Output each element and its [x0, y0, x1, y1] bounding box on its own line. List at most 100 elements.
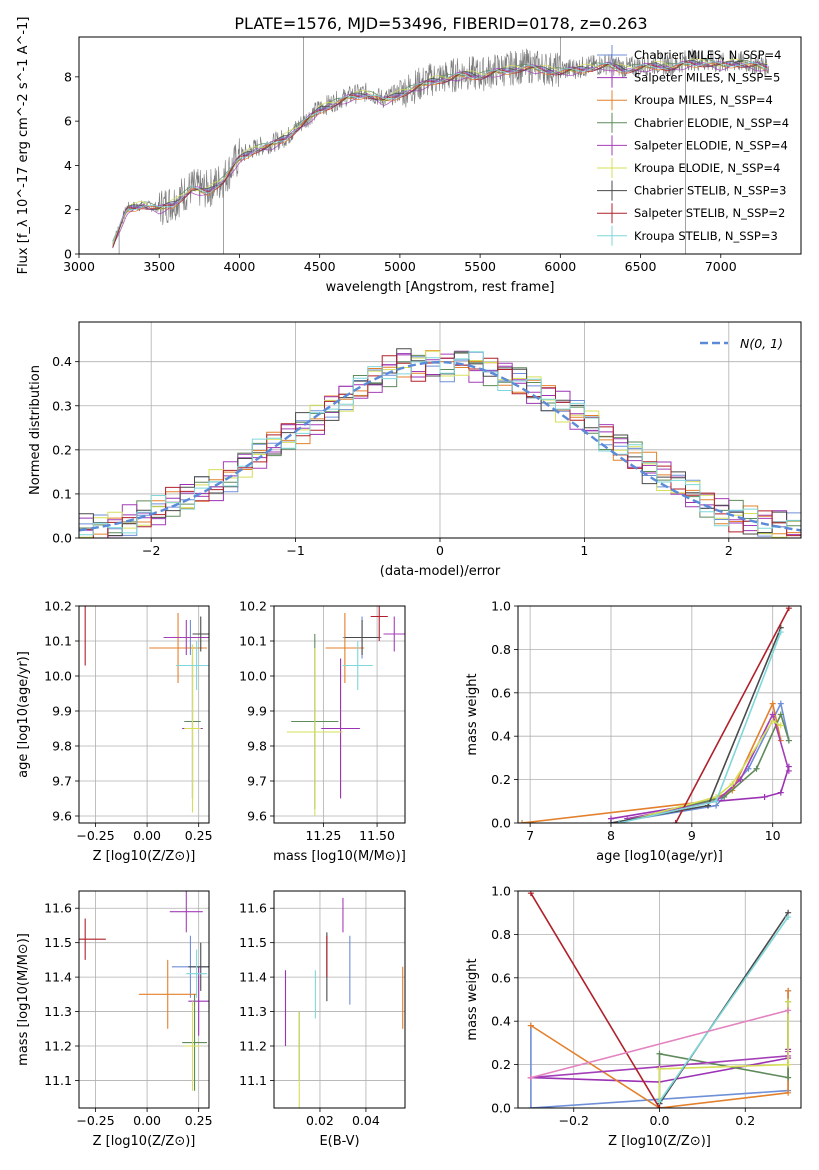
- panel-mass_vs_ebv: 0.02 0.04 11.1 11.2 11.3 11.4 11.5 11.6 E(B-V): [239, 890, 406, 1149]
- massweight-line: [658, 916, 789, 1102]
- x-tick-label: 8: [607, 828, 615, 843]
- y-tick-label: 11.5: [239, 935, 267, 950]
- x-tick-label: 6000: [544, 259, 576, 274]
- massweight-marker: [777, 789, 784, 796]
- x-tick-label: −1: [286, 543, 304, 558]
- x-tick-label: 0.25: [185, 828, 213, 843]
- x-tick-label: 5000: [384, 259, 416, 274]
- massweight-marker: [777, 629, 784, 636]
- y-tick-label: 0.0: [491, 816, 511, 831]
- x-axis-label: age [log10(age/yr)]: [596, 849, 723, 864]
- x-tick-label: −0.25: [76, 1113, 114, 1128]
- x-tick-label: 4500: [304, 259, 336, 274]
- y-tick-label: 10.0: [44, 669, 72, 684]
- x-tick-label: 3500: [143, 259, 175, 274]
- y-tick-label: 11.5: [44, 935, 72, 950]
- y-tick-label: 6: [64, 114, 72, 129]
- spectrum-model-line: [112, 61, 768, 248]
- massweight-marker: [607, 820, 614, 823]
- x-tick-label: 0.00: [133, 828, 161, 843]
- legend-label: Chabrier MILES, N_SSP=4: [634, 48, 781, 62]
- legend-label: Salpeter MILES, N_SSP=5: [634, 71, 780, 85]
- plot-area: [519, 606, 792, 823]
- massweight-marker: [656, 1065, 663, 1072]
- y-tick-label: 4: [64, 158, 72, 173]
- y-tick-label: 0.2: [491, 1057, 511, 1072]
- y-tick-label: 0.4: [491, 1014, 511, 1029]
- y-tick-label: 9.7: [52, 774, 72, 789]
- panel-age_vs_Z: −0.25 0.00 0.25 9.6 9.7 9.8 9.9 10.0 10.1 10.2 Z […: [16, 599, 213, 865]
- y-tick-label: 0.4: [52, 354, 72, 369]
- x-tick-label: 11.50: [359, 828, 395, 843]
- y-axis-label: age [log10(age/yr)]: [16, 651, 31, 778]
- x-tick-label: −0.2: [559, 1113, 589, 1128]
- x-tick-label: 0: [436, 543, 444, 558]
- x-axis-label: Z [log10(Z/Z⊙)]: [608, 1134, 711, 1149]
- panel-massweight_vs_Z: −0.2 0.0 0.2 0.0 0.2 0.4 0.6 0.8 1.0 Z [log10(Z/Z…: [465, 884, 802, 1149]
- axes-frame: [78, 36, 802, 255]
- figure-title: PLATE=1576, MJD=53496, FIBERID=0178, z=0…: [234, 14, 647, 33]
- x-axis-label: Z [log10(Z/Z⊙)]: [93, 1134, 196, 1149]
- massweight-marker: [519, 820, 526, 823]
- x-tick-label: 5500: [464, 259, 496, 274]
- panel-massweight_vs_age: 7 8 9 10 0.0 0.2 0.4 0.6 0.8 1.0 age [log10(age/yr…: [465, 599, 802, 864]
- y-tick-label: 0.0: [52, 531, 72, 546]
- x-tick-label: −2: [142, 543, 160, 558]
- axes-frame: [273, 605, 406, 824]
- x-tick-label: 2: [725, 543, 733, 558]
- y-tick-label: 0.2: [52, 442, 72, 457]
- y-tick-label: 1.0: [491, 884, 511, 899]
- massweight-marker: [656, 1050, 663, 1057]
- legend-label: Salpeter STELIB, N_SSP=2: [634, 206, 785, 220]
- legend-label: Kroupa MILES, N_SSP=4: [634, 93, 773, 107]
- y-tick-label: 11.4: [44, 970, 72, 985]
- x-axis-label: wavelength [Angstrom, rest frame]: [326, 280, 555, 295]
- legend-label: Chabrier ELODIE, N_SSP=4: [634, 116, 789, 130]
- y-tick-label: 10.2: [239, 599, 267, 614]
- panel-mass_vs_Z: −0.25 0.00 0.25 11.1 11.2 11.3 11.4 11.5 11.6 Z […: [16, 890, 213, 1149]
- massweight-line: [610, 766, 790, 820]
- y-tick-label: 0.6: [491, 970, 511, 985]
- axes-frame: [517, 605, 802, 824]
- plot-area: [112, 37, 770, 254]
- residual-histogram: [79, 348, 801, 536]
- axes-frame: [78, 605, 210, 824]
- x-tick-label: 7000: [705, 259, 737, 274]
- massweight-marker: [777, 722, 784, 729]
- massweight-marker: [785, 914, 792, 921]
- plot-area: [286, 606, 405, 816]
- y-tick-label: 0.3: [52, 398, 72, 413]
- massweight-marker: [785, 987, 792, 994]
- x-tick-label: 9: [688, 828, 696, 843]
- massweight-marker: [527, 1074, 534, 1081]
- normal-curve: [79, 360, 801, 532]
- massweight-marker: [656, 1105, 663, 1108]
- y-tick-label: 1.0: [491, 599, 511, 614]
- y-tick-label: 10.0: [239, 669, 267, 684]
- massweight-line: [530, 1009, 789, 1079]
- x-tick-label: 7: [526, 828, 534, 843]
- y-tick-label: 11.6: [239, 901, 267, 916]
- spectrum-model-line: [112, 58, 768, 246]
- legend-label: Kroupa ELODIE, N_SSP=4: [634, 161, 780, 175]
- y-tick-label: 2: [64, 202, 72, 217]
- y-tick-label: 11.3: [239, 1004, 267, 1019]
- x-tick-label: 0.0: [650, 1113, 670, 1128]
- y-axis-label: mass weight: [465, 673, 480, 755]
- y-tick-label: 0.4: [491, 729, 511, 744]
- x-tick-label: 4000: [224, 259, 256, 274]
- y-tick-label: 10.1: [239, 634, 267, 649]
- massweight-marker: [729, 780, 736, 787]
- x-tick-label: 0.2: [735, 1113, 755, 1128]
- y-tick-label: 8: [64, 69, 72, 84]
- y-tick-label: 0.8: [491, 642, 511, 657]
- massweight-marker: [785, 1089, 792, 1096]
- massweight-marker: [777, 711, 784, 718]
- massweight-marker: [527, 1022, 534, 1029]
- massweight-line: [618, 631, 782, 823]
- y-tick-label: 9.8: [52, 739, 72, 754]
- y-tick-label: 9.7: [247, 774, 267, 789]
- y-tick-label: 9.9: [52, 704, 72, 719]
- massweight-line: [658, 1001, 789, 1102]
